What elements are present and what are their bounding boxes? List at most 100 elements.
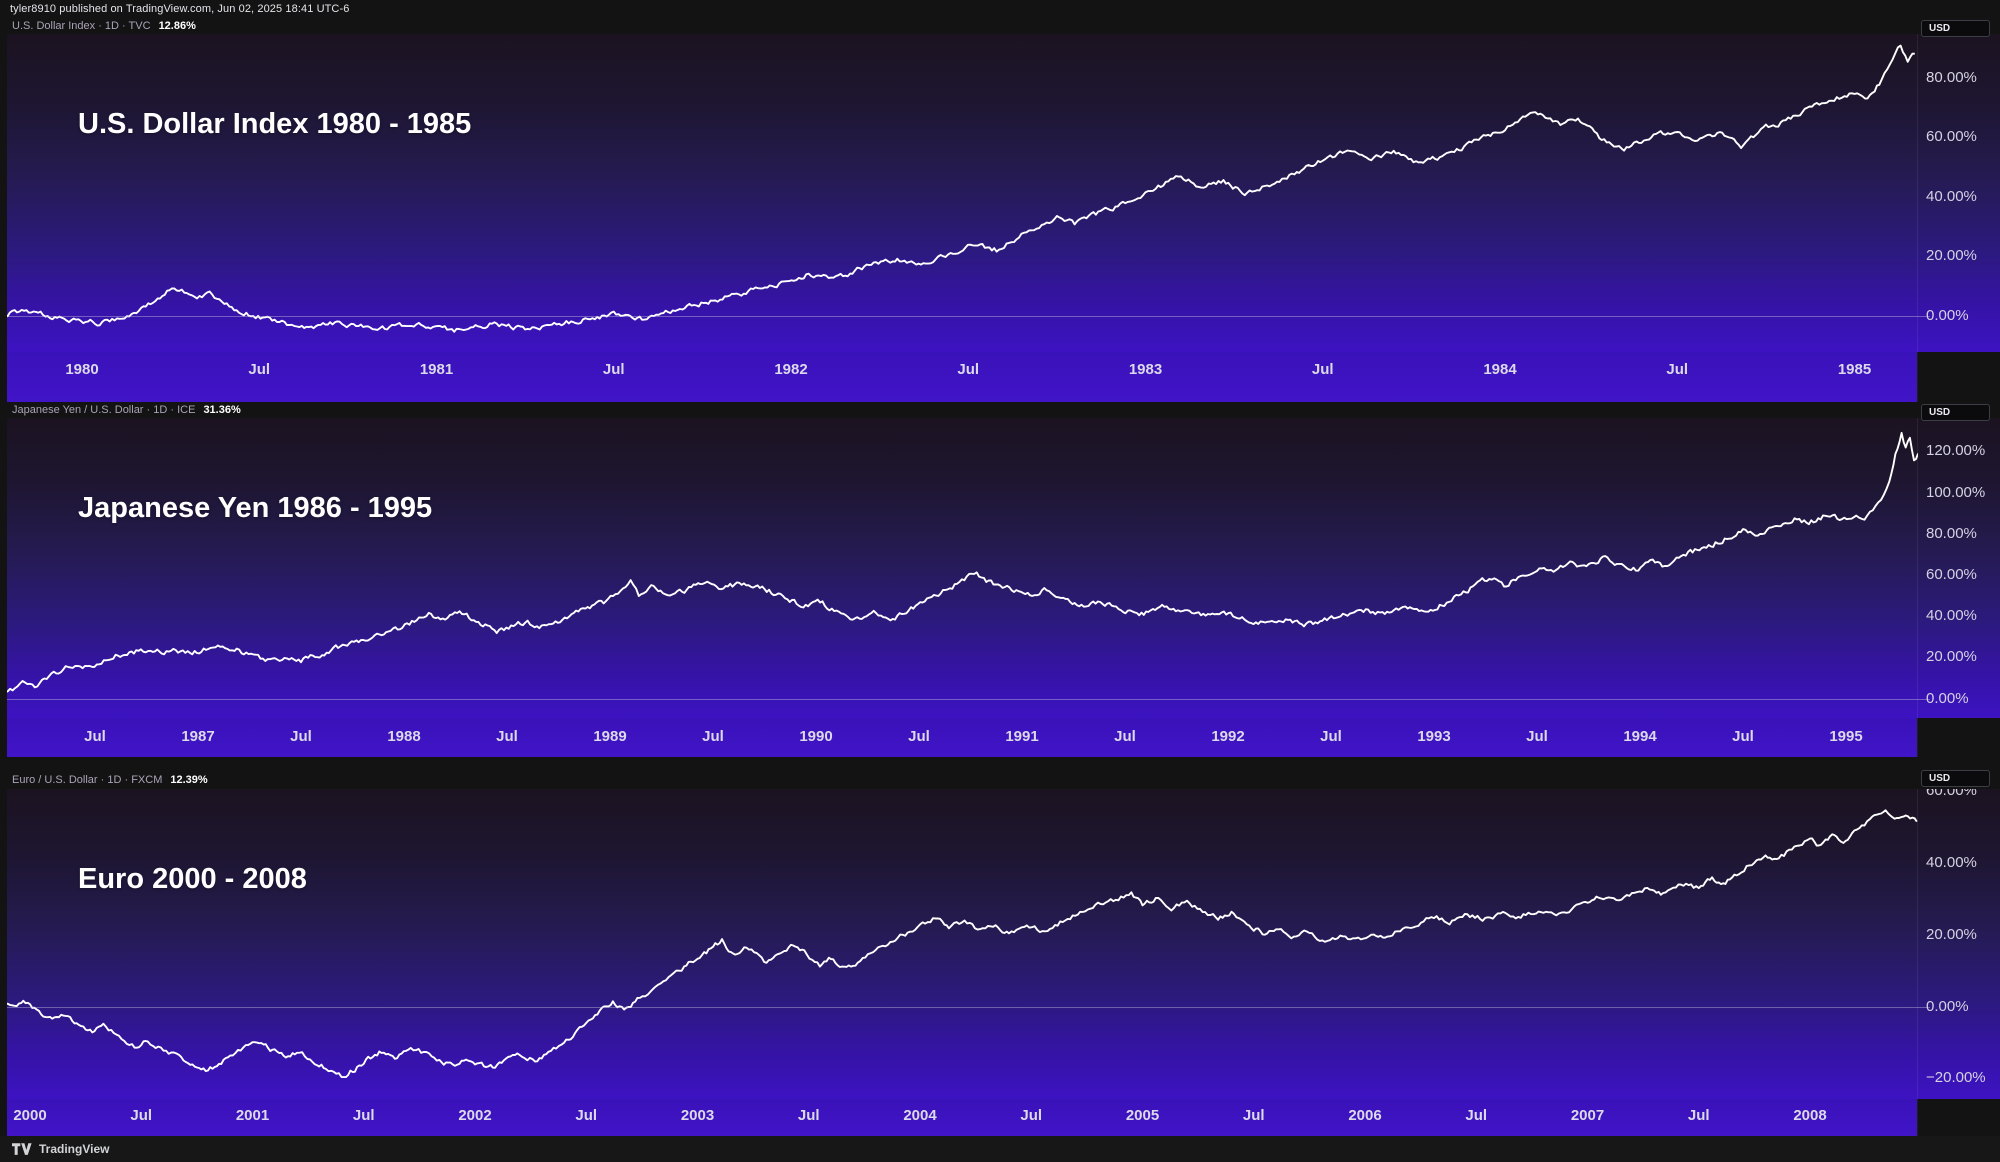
y-tick-label: 60.00% [1926,789,1977,800]
currency-badge[interactable]: USD [1921,770,1990,787]
axis-left-edge [0,718,7,757]
x-tick-label: 1988 [387,728,421,745]
y-tick-label: 40.00% [1926,607,1977,625]
chart-panel-japanese-yen: USD Japanese Yen / U.S. Dollar · 1D · IC… [0,402,2000,757]
x-tick-label: Jul [702,728,724,745]
x-tick-label: 1987 [181,728,215,745]
y-tick-label: 60.00% [1926,565,1977,583]
axis-corner [1917,718,2000,757]
legend-symbol-text: Euro / U.S. Dollar · 1D · FXCM [12,774,163,786]
y-tick-label: 0.00% [1926,689,1969,707]
x-tick-label: 1992 [1211,728,1245,745]
y-tick-label: 20.00% [1926,925,1977,943]
x-tick-label: 1981 [419,361,454,378]
price-line [0,44,1915,333]
legend-change-value: 12.39% [170,774,208,786]
y-tick-label: −20.00% [1926,1069,1986,1087]
chart-title: U.S. Dollar Index 1980 - 1985 [78,108,472,140]
publish-bar: tyler8910 published on TradingView.com, … [0,0,2000,18]
legend-bar: U.S. Dollar Index · 1D · TVC 12.86% [0,18,2000,34]
axis-corner [1917,352,2000,402]
x-tick-label: Jul [1465,1107,1488,1124]
currency-badge[interactable]: USD [1921,20,1990,37]
x-tick-label: 1984 [1483,361,1517,378]
x-tick-label: 2007 [1570,1107,1605,1124]
x-tick-label: Jul [1311,361,1334,378]
x-tick-label: Jul [1242,1107,1265,1124]
series-legend[interactable]: Japanese Yen / U.S. Dollar · 1D · ICE 31… [12,404,241,416]
plot-area[interactable]: Japanese Yen 1986 - 1995 120.00% 100.00% 8… [0,418,2000,718]
x-tick-label: 2005 [1125,1107,1160,1124]
x-tick-label: Jul [1687,1107,1710,1124]
x-tick-label: Jul [1020,1107,1043,1124]
x-tick-label: 2000 [13,1107,47,1124]
price-line [0,809,1918,1079]
series-legend[interactable]: U.S. Dollar Index · 1D · TVC 12.86% [12,20,196,32]
legend-bar: Japanese Yen / U.S. Dollar · 1D · ICE 31… [0,402,2000,418]
legend-bar: Euro / U.S. Dollar · 1D · FXCM 12.39% [0,757,2000,789]
x-tick-label: Jul [957,361,980,378]
plot-area[interactable]: Euro 2000 - 2008 60.00% 40.00% 20.00% 0.00%… [0,789,2000,1099]
series-legend[interactable]: Euro / U.S. Dollar · 1D · FXCM 12.39% [12,774,208,786]
y-tick-label: 100.00% [1926,483,1986,501]
x-tick-label: 2006 [1348,1107,1382,1124]
plot-area[interactable]: U.S. Dollar Index 1980 - 1985 80.00% 60.0… [0,34,2000,352]
x-tick-label: 2002 [458,1107,492,1124]
chart-left-edge [0,34,7,352]
y-tick-label: 80.00% [1926,68,1977,86]
axis-left-edge [0,352,7,402]
price-axis[interactable]: 80.00% 60.00% 40.00% 20.00% 0.00% [1917,34,2000,352]
price-line [0,431,1918,696]
x-tick-label: Jul [1732,728,1754,745]
legend-symbol-text: Japanese Yen / U.S. Dollar · 1D · ICE [12,404,196,416]
y-tick-label: 80.00% [1926,524,1977,542]
chart-left-edge [0,418,7,718]
x-tick-label: 1983 [1128,361,1163,378]
zero-gridline [0,1006,1930,1008]
chart-panel-usd-index: USD U.S. Dollar Index · 1D · TVC 12.86% … [0,18,2000,402]
time-axis[interactable]: 1980 Jul 1981 Jul 1982 Jul 1983 Jul 1984 Jul 1985 [0,352,2000,402]
y-tick-label: 20.00% [1926,648,1977,666]
x-tick-label: 1995 [1829,728,1863,745]
x-tick-label: Jul [496,728,518,745]
legend-change-value: 31.36% [203,404,241,416]
x-tick-label: Jul [130,1107,153,1124]
chart-panel-euro: USD Euro / U.S. Dollar · 1D · FXCM 12.39… [0,757,2000,1136]
publish-bar-text: tyler8910 published on TradingView.com, … [10,3,350,15]
x-tick-label: 1994 [1623,728,1657,745]
x-tick-label: Jul [1526,728,1548,745]
x-tick-label: 2003 [680,1107,715,1124]
y-tick-label: 40.00% [1926,853,1977,871]
time-axis[interactable]: Jul 1987 Jul 1988 Jul 1989 Jul 1990 Jul 1991 Jul 19… [0,718,2000,757]
legend-symbol-text: U.S. Dollar Index · 1D · TVC [12,20,151,32]
time-axis[interactable]: 2000 Jul 2001 Jul 2002 Jul 2003 Jul 2004 Jul 2005 J… [0,1099,2000,1136]
tradingview-logo-icon[interactable] [12,1142,32,1157]
y-tick-label: 0.00% [1926,306,1969,324]
y-tick-label: 20.00% [1926,247,1977,264]
x-tick-label: 1990 [799,728,833,745]
y-tick-label: 40.00% [1926,187,1977,205]
x-tick-label: 2001 [235,1107,270,1124]
y-tick-label: 60.00% [1926,128,1977,145]
x-tick-label: 1980 [65,361,99,378]
x-tick-label: Jul [352,1107,375,1124]
price-axis[interactable]: 60.00% 40.00% 20.00% 0.00% −20.00% [1917,789,2000,1099]
x-tick-label: Jul [797,1107,820,1124]
chart-title: Euro 2000 - 2008 [78,863,307,895]
x-tick-label: Jul [602,361,625,378]
chart-title: Japanese Yen 1986 - 1995 [78,492,433,524]
currency-badge[interactable]: USD [1921,404,1990,421]
tradingview-brand-text[interactable]: TradingView [39,1142,110,1156]
footer: TradingView [0,1136,2000,1162]
x-tick-label: 2004 [903,1107,937,1124]
price-axis[interactable]: 120.00% 100.00% 80.00% 60.00% 40.00% 20.00% 0.… [1917,418,2000,718]
x-tick-label: 1993 [1417,728,1451,745]
legend-change-value: 12.86% [158,20,196,32]
x-tick-label: Jul [1320,728,1342,745]
zero-gridline [0,315,1930,317]
x-tick-label: Jul [1666,361,1689,378]
x-tick-label: Jul [575,1107,598,1124]
x-tick-label: Jul [248,361,271,378]
x-tick-label: 1989 [593,728,627,745]
